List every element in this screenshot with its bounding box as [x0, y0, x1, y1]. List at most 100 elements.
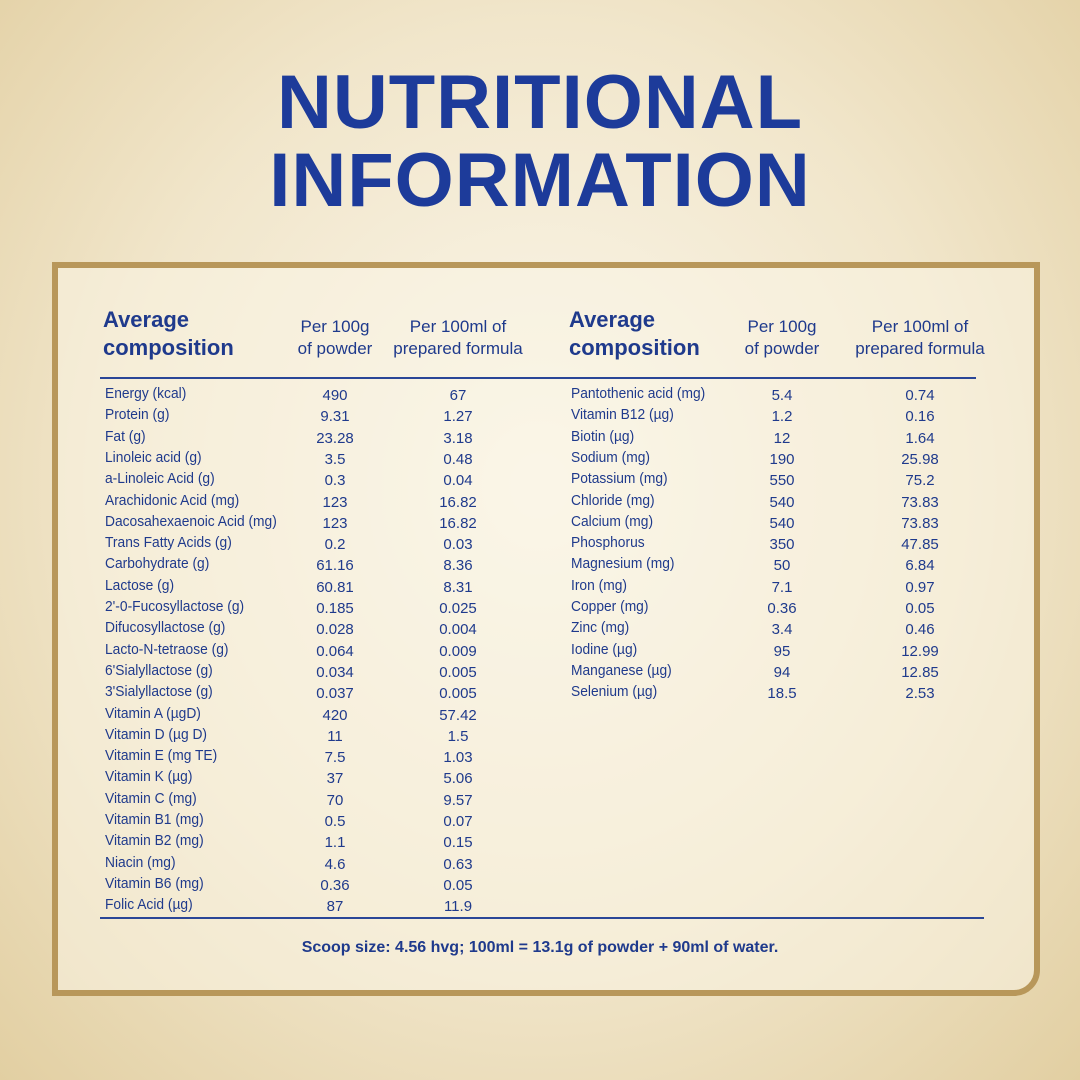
- per-100g: 12: [773, 429, 791, 447]
- nutrient-name: Dacosahexaenoic Acid (mg): [105, 512, 277, 530]
- nutrient-name: 3'Sialyllactose (g): [105, 683, 213, 701]
- per-100g: 7.1: [771, 578, 793, 596]
- per-100ml: 11.9: [443, 898, 473, 916]
- per-100ml: 0.04: [443, 472, 473, 490]
- column-header: composition: [103, 335, 234, 360]
- nutrient-name: Energy (kcal): [105, 385, 187, 402]
- nutrient-name: Phosphorus: [571, 534, 645, 552]
- nutrient-name: Magnesium (mg): [571, 555, 675, 573]
- nutrient-name: Iodine (µg): [571, 640, 638, 658]
- per-100ml: 0.03: [443, 536, 473, 554]
- per-100g: 123: [322, 493, 348, 511]
- per-100g: 540: [769, 514, 795, 532]
- nutrient-name: 2'-0-Fucosyllactose (g): [105, 598, 245, 615]
- per-100ml: 1.64: [905, 429, 935, 447]
- per-100g: 350: [769, 536, 795, 554]
- nutrient-name: Vitamin A (µgD): [105, 704, 201, 722]
- per-100g: 5.4: [771, 387, 793, 404]
- per-100ml: 6.84: [905, 557, 935, 575]
- nutrient-name: Folic Acid (µg): [105, 896, 193, 914]
- nutrient-name: Vitamin B1 (mg): [105, 811, 204, 828]
- per-100ml: 8.36: [443, 557, 473, 575]
- per-100g: 61.16: [316, 557, 354, 575]
- per-100g: 0.064: [316, 642, 354, 660]
- nutrient-name: 6'Sialyllactose (g): [105, 661, 213, 679]
- nutrient-name: Vitamin B6 (mg): [105, 874, 204, 892]
- per-100ml: 0.63: [443, 855, 473, 873]
- per-100g: 0.034: [316, 663, 354, 681]
- per-100g: 1.2: [771, 408, 793, 426]
- nutrient-name: Vitamin D (µg D): [105, 725, 208, 743]
- nutrient-name: Difucosyllactose (g): [105, 619, 226, 637]
- nutrient-name: Zinc (mg): [571, 619, 630, 637]
- per-100g: 7.5: [324, 749, 346, 767]
- per-100g: 3.5: [324, 450, 346, 468]
- nutrient-name: Lacto-N-tetraose (g): [105, 640, 229, 658]
- nutrient-name: Vitamin C (mg): [105, 789, 197, 807]
- nutrient-name: Niacin (mg): [105, 853, 176, 871]
- per-100g: 18.5: [767, 685, 797, 703]
- nutrient-name: Potassium (mg): [571, 470, 668, 488]
- per-100ml: 2.53: [905, 685, 935, 703]
- per-100ml: 16.82: [439, 493, 477, 511]
- per-100ml: 1.27: [443, 408, 473, 426]
- column-header: Per 100g: [300, 317, 370, 336]
- per-100g: 490: [322, 387, 348, 404]
- per-100g: 0.028: [316, 621, 354, 639]
- per-100ml: 5.06: [443, 770, 473, 788]
- per-100ml: 73.83: [901, 514, 939, 532]
- per-100ml: 47.85: [901, 536, 939, 554]
- nutrient-name: Vitamin E (mg TE): [105, 747, 218, 765]
- per-100ml: 25.98: [901, 450, 939, 468]
- per-100g: 50: [773, 557, 791, 575]
- nutrient-name: Selenium (µg): [571, 683, 658, 701]
- title-line: NUTRITIONAL: [276, 60, 804, 145]
- per-100g: 23.28: [316, 429, 354, 447]
- frame: [52, 262, 1040, 996]
- per-100ml: 1.5: [447, 727, 469, 745]
- per-100ml: 57.42: [439, 706, 477, 724]
- column-header: prepared formula: [393, 339, 523, 358]
- per-100g: 94: [773, 663, 791, 681]
- per-100g: 1.1: [324, 834, 346, 852]
- per-100g: 37: [326, 770, 344, 788]
- nutrient-name: Vitamin K (µg): [105, 768, 193, 786]
- nutrient-name: Sodium (mg): [571, 448, 650, 466]
- per-100ml: 0.46: [905, 621, 935, 639]
- per-100ml: 0.005: [439, 663, 477, 681]
- nutrient-name: Protein (g): [105, 406, 170, 424]
- per-100ml: 9.57: [443, 791, 473, 809]
- nutrient-name: Lactose (g): [105, 576, 175, 594]
- nutrient-name: Vitamin B2 (mg): [105, 832, 204, 850]
- column-header: composition: [569, 335, 700, 360]
- nutrient-name: Copper (mg): [571, 598, 649, 615]
- per-100ml: 73.83: [901, 493, 939, 511]
- per-100g: 123: [322, 514, 348, 532]
- column-header: Per 100g: [747, 317, 817, 336]
- per-100g: 540: [769, 493, 795, 511]
- per-100ml: 1.03: [443, 749, 473, 767]
- per-100ml: 0.97: [905, 578, 935, 596]
- nutrient-name: Fat (g): [105, 427, 146, 445]
- column-header: of powder: [297, 339, 373, 358]
- column-header: Per 100ml of: [409, 317, 507, 336]
- per-100g: 0.185: [316, 600, 354, 617]
- per-100ml: 0.05: [443, 876, 473, 894]
- per-100ml: 12.99: [901, 642, 939, 660]
- column-header: of powder: [744, 339, 820, 358]
- nutrient-name: Manganese (µg): [571, 661, 672, 679]
- nutrient-name: Trans Fatty Acids (g): [105, 534, 232, 552]
- per-100g: 95: [773, 642, 791, 660]
- per-100g: 70: [326, 791, 344, 809]
- per-100g: 3.4: [771, 621, 793, 639]
- per-100g: 60.81: [316, 578, 354, 596]
- header-rule: [100, 377, 976, 379]
- per-100ml: 0.16: [905, 408, 935, 426]
- per-100ml: 16.82: [439, 514, 477, 532]
- column-header: prepared formula: [855, 339, 985, 358]
- per-100g: 0.3: [324, 472, 346, 490]
- per-100g: 0.5: [324, 813, 346, 830]
- footer-note: Scoop size: 4.56 hvg; 100ml = 13.1g of p…: [301, 939, 779, 956]
- per-100g: 190: [769, 450, 795, 468]
